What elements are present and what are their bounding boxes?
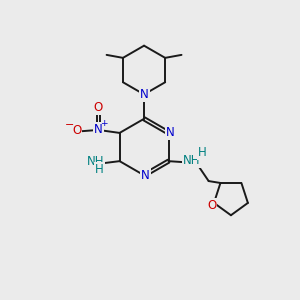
Text: O: O <box>72 124 81 137</box>
Text: N: N <box>166 126 174 140</box>
Text: −: − <box>65 120 74 130</box>
Text: NH: NH <box>86 154 104 168</box>
Text: N: N <box>140 88 149 101</box>
Text: O: O <box>207 199 216 212</box>
Text: NH: NH <box>183 154 200 167</box>
Text: O: O <box>94 101 103 114</box>
Text: H: H <box>95 163 104 176</box>
Text: +: + <box>100 119 108 128</box>
Text: N: N <box>141 169 150 182</box>
Text: H: H <box>198 146 206 159</box>
Text: N: N <box>94 123 103 136</box>
